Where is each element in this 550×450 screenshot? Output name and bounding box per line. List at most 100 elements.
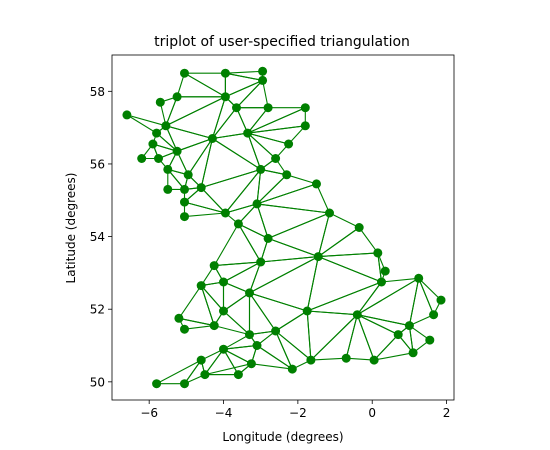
- data-point-4: [172, 92, 182, 102]
- data-point-0: [180, 68, 189, 78]
- data-point-32: [220, 208, 230, 218]
- triangle-91: [183, 359, 206, 385]
- data-point-23: [256, 164, 266, 174]
- data-point-70: [200, 370, 210, 380]
- data-point-44: [219, 277, 228, 287]
- data-point-40: [256, 257, 266, 267]
- x-tick-label: 2: [443, 406, 451, 420]
- data-point-45: [377, 277, 386, 287]
- data-point-10: [122, 110, 132, 120]
- y-tick-label: 58: [90, 85, 105, 99]
- data-point-41: [209, 261, 219, 271]
- x-axis-ticks: −6 −4 −2 0 2: [140, 400, 450, 420]
- triangle-77: [178, 285, 215, 327]
- triangle-57: [377, 252, 386, 283]
- data-point-12: [300, 121, 310, 131]
- y-axis-ticks: 50 52 54 56 58: [90, 85, 112, 389]
- data-point-26: [312, 179, 321, 189]
- data-point-42: [380, 266, 390, 276]
- data-point-39: [313, 252, 323, 262]
- data-point-60: [425, 335, 435, 345]
- x-tick-label: 0: [368, 406, 376, 420]
- data-point-38: [373, 248, 383, 258]
- data-point-37: [263, 233, 273, 243]
- data-point-1: [220, 68, 230, 78]
- data-point-72: [152, 379, 162, 389]
- y-tick-label: 52: [90, 303, 105, 317]
- data-point-61: [252, 341, 262, 350]
- data-point-46: [196, 281, 206, 291]
- triangle-38: [260, 157, 288, 176]
- data-point-47: [245, 288, 254, 298]
- data-point-20: [154, 154, 163, 163]
- data-points: [122, 66, 446, 389]
- data-point-51: [352, 310, 362, 320]
- data-point-22: [163, 164, 173, 174]
- data-point-58: [245, 330, 254, 340]
- data-point-57: [271, 326, 281, 336]
- x-axis-label: Longitude (degrees): [222, 430, 343, 444]
- data-point-5: [220, 92, 230, 102]
- x-tick-label: −4: [215, 406, 233, 420]
- triangulation-edges: [126, 70, 442, 385]
- data-point-43: [414, 273, 424, 283]
- y-tick-label: 56: [90, 157, 105, 171]
- data-point-56: [180, 324, 189, 334]
- data-point-19: [137, 154, 147, 163]
- data-point-73: [180, 379, 189, 389]
- x-tick-label: −6: [140, 406, 158, 420]
- axes-frame: [111, 54, 455, 401]
- y-axis-label: Latitude (degrees): [64, 173, 78, 284]
- data-point-68: [246, 359, 256, 369]
- data-point-18: [172, 146, 182, 156]
- data-point-52: [429, 310, 439, 320]
- data-point-55: [404, 321, 414, 331]
- data-point-71: [233, 370, 243, 380]
- data-point-63: [408, 348, 418, 358]
- data-point-15: [207, 134, 217, 143]
- data-point-21: [271, 154, 281, 163]
- data-point-36: [354, 223, 364, 232]
- data-point-34: [180, 212, 189, 222]
- data-point-28: [163, 184, 173, 194]
- data-point-69: [287, 364, 297, 374]
- data-point-31: [252, 199, 262, 209]
- chart-title: triplot of user-specified triangulation: [154, 34, 410, 50]
- triangle-86: [250, 344, 293, 370]
- data-point-65: [369, 355, 379, 365]
- data-point-17: [284, 139, 294, 149]
- y-tick-label: 54: [90, 230, 105, 244]
- data-point-3: [258, 75, 268, 85]
- data-point-66: [196, 355, 206, 365]
- data-point-16: [148, 139, 158, 149]
- data-point-11: [161, 121, 171, 131]
- data-point-49: [302, 306, 312, 316]
- data-point-50: [219, 306, 228, 316]
- data-point-35: [233, 219, 243, 229]
- data-point-67: [306, 355, 316, 365]
- data-point-54: [209, 321, 219, 331]
- data-point-13: [152, 128, 162, 138]
- data-point-7: [232, 103, 241, 113]
- data-point-62: [219, 344, 228, 354]
- triangle-92: [204, 363, 252, 376]
- data-point-29: [180, 184, 189, 194]
- data-point-64: [341, 353, 351, 363]
- data-point-27: [196, 183, 206, 193]
- triangle-20: [141, 143, 160, 160]
- data-point-8: [263, 103, 273, 113]
- data-point-2: [258, 66, 268, 76]
- x-tick-label: −2: [289, 406, 307, 420]
- data-point-33: [325, 208, 334, 218]
- data-point-59: [393, 330, 403, 340]
- data-point-14: [243, 128, 253, 138]
- data-point-6: [155, 97, 165, 107]
- triangle-80: [373, 334, 414, 361]
- data-point-30: [180, 197, 189, 207]
- data-point-53: [174, 313, 184, 323]
- data-point-9: [300, 103, 310, 113]
- y-tick-label: 50: [90, 375, 105, 389]
- data-point-25: [282, 170, 292, 180]
